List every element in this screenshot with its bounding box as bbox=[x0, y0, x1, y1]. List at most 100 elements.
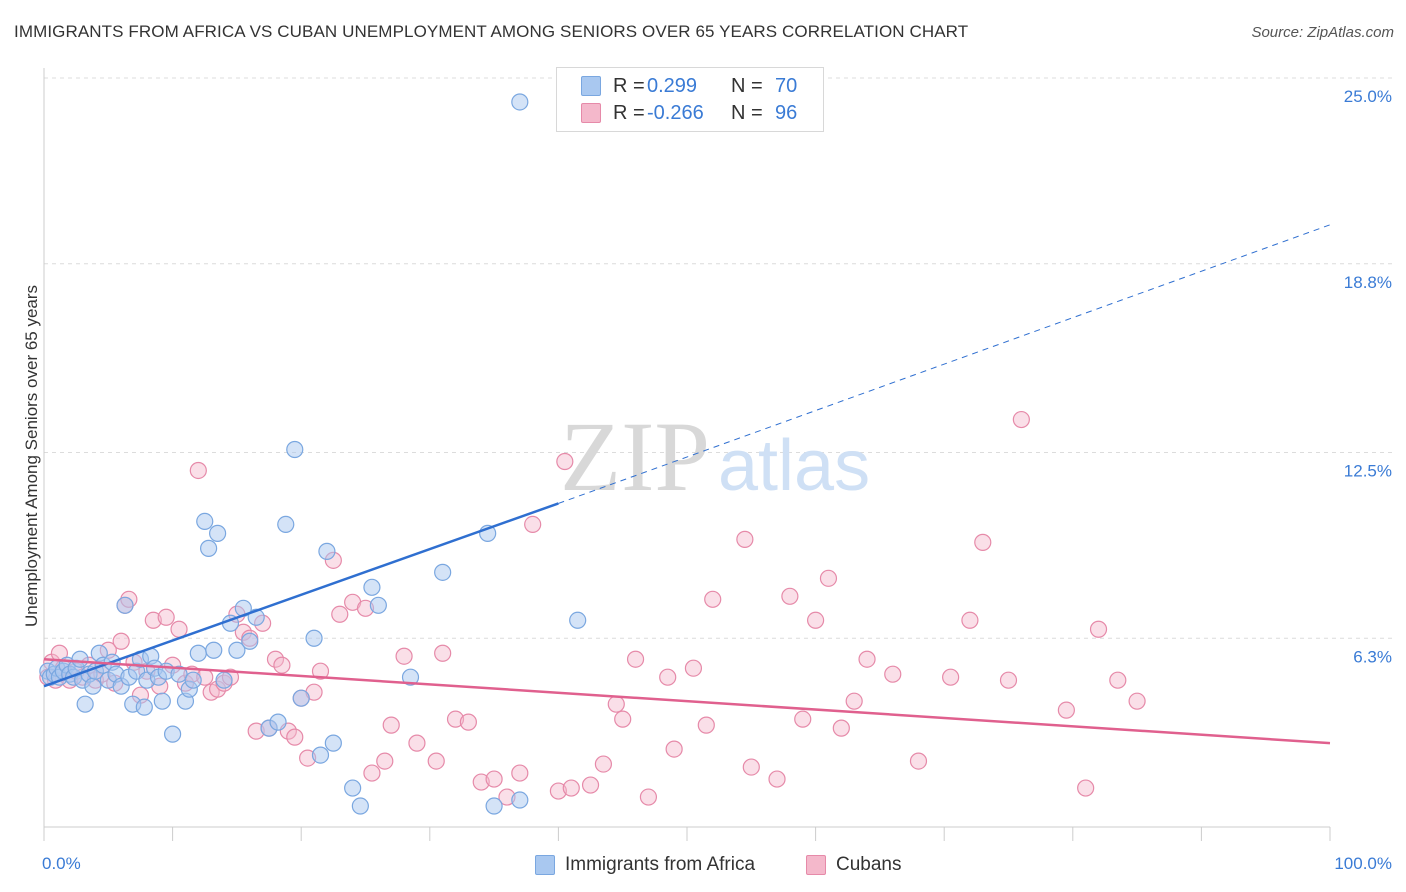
cubans-point bbox=[794, 710, 812, 728]
cubans-point bbox=[942, 668, 960, 686]
cubans-point bbox=[1089, 620, 1108, 638]
cubans-point bbox=[485, 770, 503, 788]
africa-point bbox=[569, 611, 587, 629]
cubans-point bbox=[1109, 671, 1127, 689]
africa-point bbox=[305, 629, 323, 647]
y-tick-label: 18.8% bbox=[1344, 273, 1392, 292]
africa-point bbox=[76, 695, 94, 713]
cubans-point bbox=[697, 716, 715, 734]
africa-trend-line bbox=[43, 502, 559, 688]
africa-point bbox=[241, 632, 259, 650]
cubans-point bbox=[858, 650, 876, 668]
watermark: ZIP atlas bbox=[560, 401, 870, 512]
cubans-point bbox=[562, 779, 580, 797]
cubans-point bbox=[395, 647, 413, 665]
trend-lines bbox=[43, 224, 1331, 745]
cubans-point bbox=[607, 695, 625, 713]
cubans-point bbox=[832, 719, 850, 737]
cubans-point bbox=[736, 530, 754, 548]
africa-point bbox=[369, 596, 387, 614]
cubans-point bbox=[626, 650, 645, 668]
africa-point bbox=[164, 725, 182, 743]
x-tick-label: 100.0% bbox=[1334, 854, 1392, 873]
africa-point bbox=[363, 578, 381, 596]
africa-point bbox=[344, 779, 362, 797]
africa-point bbox=[209, 524, 227, 542]
bottom-legend-cubans: Cubans bbox=[806, 852, 902, 878]
cubans-point bbox=[999, 671, 1018, 689]
cubans-point bbox=[189, 461, 207, 480]
cubans-point bbox=[382, 716, 400, 734]
axis-labels: 6.3% 12.5% 18.8% 25.0% 0.0% 100.0% bbox=[42, 87, 1392, 873]
cubans-point bbox=[909, 752, 928, 770]
legend-row-cubans: R = -0.266 N = 96 bbox=[581, 100, 815, 126]
africa-point bbox=[269, 713, 287, 731]
cubans-point bbox=[768, 770, 786, 788]
africa-point bbox=[135, 698, 153, 716]
bottom-legend-swatch-cubans bbox=[806, 855, 826, 875]
cubans-point bbox=[819, 569, 838, 587]
legend-n-label: N = bbox=[731, 101, 763, 124]
africa-points bbox=[39, 93, 587, 815]
cubans-point bbox=[974, 533, 992, 551]
cubans-point bbox=[427, 752, 445, 770]
cubans-point bbox=[556, 452, 574, 471]
cubans-point bbox=[1128, 692, 1146, 710]
cubans-point bbox=[1012, 410, 1030, 429]
source-label: Source: ZipAtlas.com bbox=[1251, 24, 1394, 41]
africa-point bbox=[277, 515, 295, 534]
cubans-point bbox=[157, 608, 175, 626]
legend-n-value: 70 bbox=[775, 74, 798, 97]
cubans-point bbox=[639, 788, 658, 806]
stats-legend: R = 0.299 N = 70 R = -0.266 N = 96 bbox=[556, 67, 824, 132]
y-tick-label: 6.3% bbox=[1353, 647, 1392, 666]
y-tick-label: 25.0% bbox=[1344, 87, 1392, 106]
legend-swatch-cubans bbox=[581, 103, 601, 123]
africa-point bbox=[205, 641, 223, 659]
africa-point bbox=[311, 746, 330, 764]
cubans-point bbox=[144, 611, 162, 629]
legend-n-value: 96 bbox=[775, 101, 798, 124]
africa-point bbox=[401, 668, 420, 686]
legend-r-label: R = bbox=[613, 101, 645, 124]
cubans-point bbox=[659, 668, 677, 686]
legend-r-label: R = bbox=[613, 74, 645, 97]
cubans-point bbox=[1077, 779, 1095, 797]
gridlines bbox=[44, 77, 1392, 639]
cubans-point bbox=[806, 611, 825, 629]
cubans-point bbox=[614, 710, 632, 728]
legend-r-value: -0.266 bbox=[647, 101, 704, 124]
africa-point bbox=[434, 563, 452, 581]
bottom-legend-swatch-africa bbox=[535, 855, 555, 875]
africa-point bbox=[318, 542, 336, 560]
africa-point bbox=[286, 440, 304, 459]
cubans-point bbox=[408, 734, 426, 752]
legend-r-value: 0.299 bbox=[647, 74, 698, 97]
cubans-point bbox=[549, 782, 568, 800]
cubans-point bbox=[446, 710, 465, 728]
africa-point bbox=[200, 539, 218, 557]
cubans-point bbox=[286, 728, 304, 746]
y-tick-label: 12.5% bbox=[1344, 462, 1392, 481]
africa-point bbox=[485, 797, 503, 815]
bottom-legend-africa: Immigrants from Africa bbox=[535, 852, 755, 878]
africa-point bbox=[511, 791, 529, 809]
bottom-legend-label-cubans: Cubans bbox=[836, 854, 902, 875]
africa-trend-extension bbox=[558, 224, 1331, 504]
cubans-point bbox=[1057, 701, 1075, 719]
cubans-trend-line bbox=[43, 657, 1331, 745]
cubans-point bbox=[704, 590, 722, 608]
africa-point bbox=[71, 650, 89, 668]
bottom-legend-label-africa: Immigrants from Africa bbox=[565, 854, 756, 875]
cubans-point bbox=[742, 758, 760, 776]
cubans-point bbox=[511, 764, 529, 782]
cubans-point bbox=[311, 662, 330, 680]
africa-point bbox=[228, 641, 246, 659]
africa-point bbox=[292, 689, 310, 707]
africa-point bbox=[196, 512, 214, 531]
cubans-point bbox=[459, 713, 477, 731]
cubans-point bbox=[112, 632, 130, 650]
chart-title: IMMIGRANTS FROM AFRICA VS CUBAN UNEMPLOY… bbox=[14, 22, 969, 41]
cubans-points bbox=[39, 410, 1146, 806]
africa-point bbox=[215, 671, 233, 689]
